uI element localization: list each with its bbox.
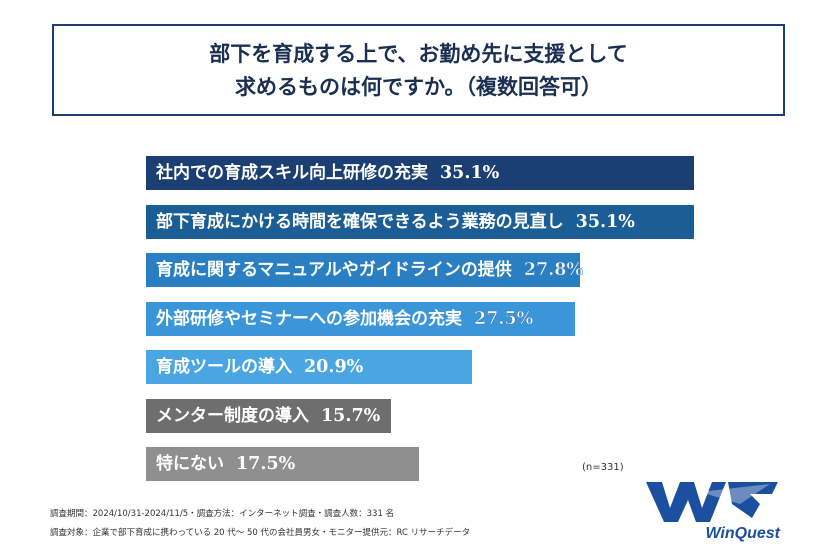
bar-value-6: 15.7% <box>321 405 381 426</box>
chart-title-box: 部下を育成する上で、お勤め先に支援として 求めるものは何ですか。（複数回答可） <box>52 24 785 116</box>
bar-value-1: 35.1% <box>440 163 500 183</box>
bar-value-4: 27.5% <box>474 308 534 329</box>
bar-value-5: 20.9% <box>304 357 364 377</box>
bar-label-3: 育成に関するマニュアルやガイドラインの提供 27.8% <box>156 253 583 287</box>
bar-value-3: 27.8% <box>523 260 584 281</box>
survey-target-note: 調査対象：企業で部下育成に携わっている 20 代～ 50 代の会社員男女・モニタ… <box>50 528 471 538</box>
bar-label-7: 特にない 17.5% <box>156 447 295 481</box>
bar-category-4: 外部研修やセミナーへの参加機会の充実 <box>156 308 462 329</box>
sample-size-note: (n=331) <box>582 462 624 473</box>
bar-1 <box>146 156 694 190</box>
winquest-logo-mark <box>646 482 778 522</box>
bar-category-6: メンター制度の導入 <box>156 405 309 426</box>
bar-category-2: 部下育成にかける時間を確保できるよう業務の見直し <box>156 211 564 232</box>
bar-5 <box>146 350 472 384</box>
chart-title-line-1: 部下を育成する上で、お勤め先に支援として <box>209 41 628 66</box>
bar-3 <box>146 253 580 287</box>
bar-label-6: メンター制度の導入 15.7% <box>156 399 380 433</box>
bar-category-5: 育成ツールの導入 <box>156 357 292 377</box>
bar-label-1: 社内での育成スキル向上研修の充実 35.1% <box>156 156 499 190</box>
survey-period-note: 調査期間：2024/10/31-2024/11/5・調査方法：インターネット調査… <box>50 509 395 519</box>
bar-category-7: 特にない <box>156 454 224 474</box>
bar-4 <box>146 301 575 336</box>
bar-2 <box>146 204 694 239</box>
bar-value-2: 35.1% <box>575 211 635 232</box>
bar-label-5: 育成ツールの導入 20.9% <box>156 350 363 384</box>
bar-category-1: 社内での育成スキル向上研修の充実 <box>156 163 428 183</box>
bar-label-2: 部下育成にかける時間を確保できるよう業務の見直し 35.1% <box>156 205 635 239</box>
winquest-logo: WinQuest <box>646 482 781 542</box>
bar-value-7: 17.5% <box>236 454 296 474</box>
winquest-logo-text: WinQuest <box>705 525 780 542</box>
bar-label-4: 外部研修やセミナーへの参加機会の充実 27.5% <box>156 302 534 336</box>
bar-7 <box>146 447 419 481</box>
bar-6 <box>146 398 391 433</box>
chart-title-line-2: 求めるものは何ですか。（複数回答可） <box>234 74 603 99</box>
bar-category-3: 育成に関するマニュアルやガイドラインの提供 <box>156 260 512 280</box>
